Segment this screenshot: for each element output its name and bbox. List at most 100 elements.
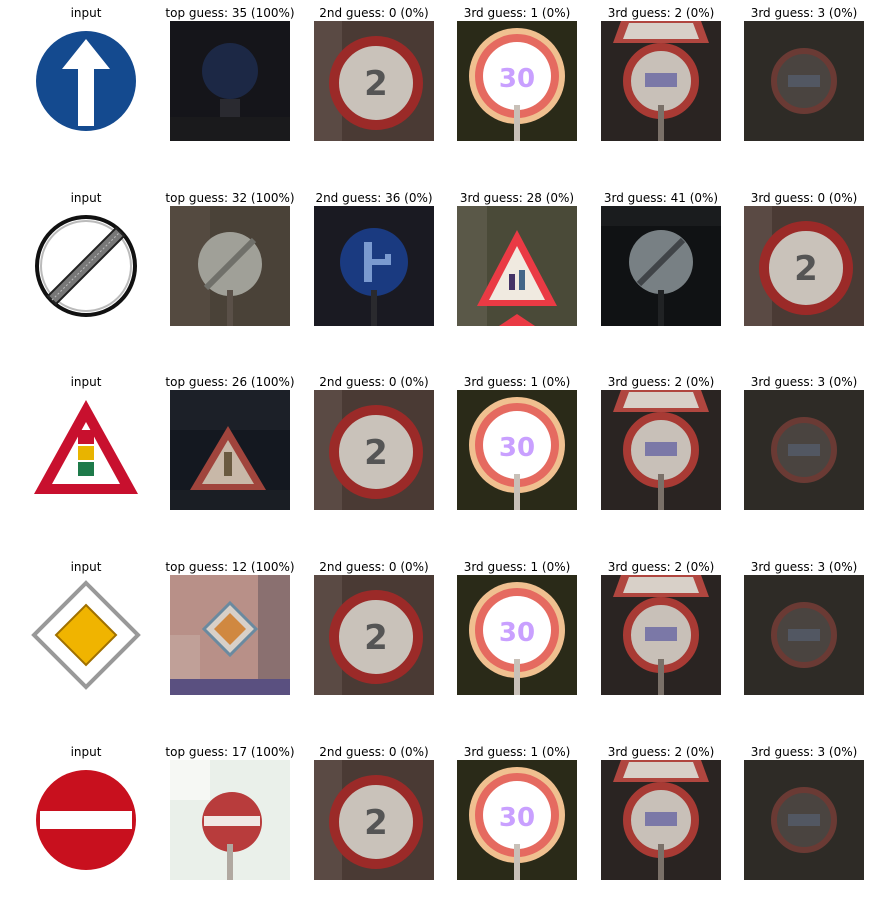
no-entry-white-image [170,760,290,880]
guess-label: 3rd guess: 1 (0%) [463,375,571,389]
ahead-only-sign-image [26,21,146,141]
speed-60-dark-circle-image [744,760,864,880]
input-cell: input [16,745,156,885]
guess-label: top guess: 26 (100%) [165,375,295,389]
guess-label: top guess: 17 (100%) [165,745,295,759]
guess-cell: 3rd guess: 41 (0%) [591,191,731,331]
input-label: input [70,6,102,20]
input-label: input [70,560,102,574]
speed-30-bright-circle-image: 30 [457,390,577,510]
end-no-passing-dark-image [601,206,721,326]
guess-label: 3rd guess: 1 (0%) [463,560,571,574]
guess-label: 3rd guess: 3 (0%) [750,375,858,389]
ahead-only-dark-image [170,21,290,141]
speed-20-red-circle-image: 2 [314,21,434,141]
speed-50-with-triangle-image [601,21,721,141]
guess-cell: 3rd guess: 3 (0%) [734,560,874,700]
speed-50-with-triangle-image [601,575,721,695]
speed-20-red-circle-image: 2 [744,206,864,326]
guess-label: 3rd guess: 1 (0%) [463,6,571,20]
guess-label: 3rd guess: 3 (0%) [750,745,858,759]
guess-cell: 3rd guess: 1 (0%) 30 [447,6,587,146]
speed-30-bright-circle-image: 30 [457,21,577,141]
svg-text:2: 2 [364,433,388,473]
guess-cell: 3rd guess: 2 (0%) [591,6,731,146]
svg-text:2: 2 [794,249,818,289]
guess-cell: 3rd guess: 3 (0%) [734,6,874,146]
guess-cell: 2nd guess: 0 (0%) 2 [304,560,444,700]
guess-label: 3rd guess: 3 (0%) [750,6,858,20]
guess-cell: top guess: 26 (100%) [160,375,300,515]
guess-label: top guess: 32 (100%) [165,191,295,205]
guess-label: 3rd guess: 2 (0%) [607,375,715,389]
guess-label: 3rd guess: 2 (0%) [607,6,715,20]
guess-cell: 3rd guess: 2 (0%) [591,745,731,885]
speed-20-red-circle-image: 2 [314,760,434,880]
guess-label: 3rd guess: 2 (0%) [607,745,715,759]
guess-cell: 2nd guess: 0 (0%) 2 [304,375,444,515]
guess-cell: 3rd guess: 2 (0%) [591,560,731,700]
svg-text:2: 2 [364,618,388,658]
guess-label: 2nd guess: 0 (0%) [319,375,429,389]
guess-label: top guess: 12 (100%) [165,560,295,574]
input-label: input [70,375,102,389]
guess-label: 2nd guess: 0 (0%) [319,560,429,574]
speed-50-with-triangle-image [601,760,721,880]
speed-30-bright-circle-image: 30 [457,760,577,880]
priority-road-pink-image [170,575,290,695]
svg-text:30: 30 [499,433,535,463]
guess-cell: 3rd guess: 3 (0%) [734,375,874,515]
speed-20-red-circle-image: 2 [314,390,434,510]
end-restrictions-gray-image [170,206,290,326]
guess-label: 3rd guess: 28 (0%) [459,191,575,205]
guess-label: 3rd guess: 0 (0%) [750,191,858,205]
guess-label: 2nd guess: 36 (0%) [315,191,433,205]
guess-cell: top guess: 35 (100%) [160,6,300,146]
guess-cell: 3rd guess: 2 (0%) [591,375,731,515]
guess-label: 2nd guess: 0 (0%) [319,745,429,759]
guess-cell: 3rd guess: 28 (0%) [447,191,587,331]
end-of-restrictions-sign-image [26,206,146,326]
speed-20-red-circle-image: 2 [314,575,434,695]
input-cell: input [16,560,156,700]
speed-60-dark-circle-image [744,575,864,695]
svg-text:30: 30 [499,64,535,94]
guess-cell: 2nd guess: 0 (0%) 2 [304,745,444,885]
children-crossing-triangle-image [457,206,577,326]
guess-cell: top guess: 32 (100%) [160,191,300,331]
traffic-signals-sign-image [26,390,146,510]
speed-60-dark-circle-image [744,21,864,141]
no-entry-sign-image [26,760,146,880]
input-cell: input [16,191,156,331]
guess-cell: 2nd guess: 0 (0%) 2 [304,6,444,146]
go-straight-or-right-blue-image [314,206,434,326]
input-label: input [70,745,102,759]
speed-30-bright-circle-image: 30 [457,575,577,695]
guess-label: 3rd guess: 3 (0%) [750,560,858,574]
guess-cell: 3rd guess: 1 (0%) 30 [447,375,587,515]
guess-cell: 3rd guess: 1 (0%) 30 [447,745,587,885]
guess-cell: top guess: 17 (100%) [160,745,300,885]
input-cell: input [16,6,156,146]
guess-label: 3rd guess: 41 (0%) [603,191,719,205]
traffic-signals-triangle-dark-image [170,390,290,510]
guess-cell: 3rd guess: 0 (0%) 2 [734,191,874,331]
svg-text:2: 2 [364,64,388,104]
speed-60-dark-circle-image [744,390,864,510]
guess-label: 3rd guess: 1 (0%) [463,745,571,759]
guess-cell: top guess: 12 (100%) [160,560,300,700]
guess-label: top guess: 35 (100%) [165,6,295,20]
guess-cell: 2nd guess: 36 (0%) [304,191,444,331]
guess-cell: 3rd guess: 3 (0%) [734,745,874,885]
priority-road-sign-image [26,575,146,695]
guess-label: 2nd guess: 0 (0%) [319,6,429,20]
input-label: input [70,191,102,205]
guess-cell: 3rd guess: 1 (0%) 30 [447,560,587,700]
svg-text:30: 30 [499,618,535,648]
input-cell: input [16,375,156,515]
speed-50-with-triangle-image [601,390,721,510]
guess-label: 3rd guess: 2 (0%) [607,560,715,574]
svg-text:2: 2 [364,803,388,843]
svg-text:30: 30 [499,803,535,833]
